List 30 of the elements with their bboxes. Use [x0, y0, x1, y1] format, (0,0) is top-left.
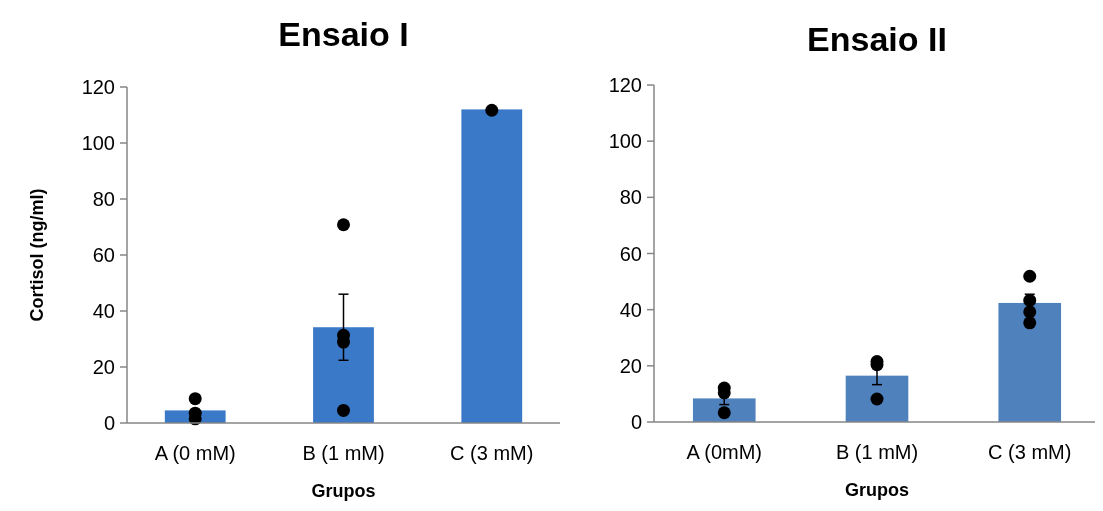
y-tick-label: 80	[619, 186, 642, 209]
y-tick-label: 60	[619, 242, 642, 265]
y-tick-label: 20	[619, 354, 642, 377]
bar	[998, 302, 1062, 422]
y-axis-title: Cortisol (ng/ml)	[27, 188, 47, 322]
x-axis-title: Grupos	[311, 481, 376, 501]
y-tick-label: 80	[92, 188, 115, 210]
y-tick-label: 60	[92, 244, 115, 266]
bar	[845, 375, 909, 422]
y-tick-label: 40	[92, 300, 115, 322]
x-tick-label: A (0 mM)	[154, 442, 236, 464]
x-tick-label: B (1 mM)	[835, 441, 919, 463]
y-tick-label: 0	[103, 412, 115, 434]
y-tick-label: 100	[81, 132, 115, 154]
bar	[692, 398, 756, 422]
bar	[461, 109, 523, 423]
y-tick-label: 120	[608, 74, 642, 96]
y-tick-label: 20	[92, 356, 115, 378]
x-tick-label: B (1 mM)	[302, 442, 385, 464]
chart-title: Ensaio II	[807, 20, 947, 58]
x-tick-label: A (0mM)	[686, 441, 763, 463]
y-tick-label: 0	[630, 411, 642, 433]
x-tick-label: C (3 mM)	[450, 442, 534, 464]
bar	[313, 327, 374, 423]
y-tick-label: 40	[619, 298, 642, 321]
y-tick-label: 120	[81, 76, 115, 98]
y-tick-label: 100	[608, 130, 642, 153]
x-axis-title: Grupos	[844, 480, 910, 500]
chart-title: Ensaio I	[278, 15, 409, 53]
x-tick-label: C (3 mM)	[988, 441, 1072, 463]
